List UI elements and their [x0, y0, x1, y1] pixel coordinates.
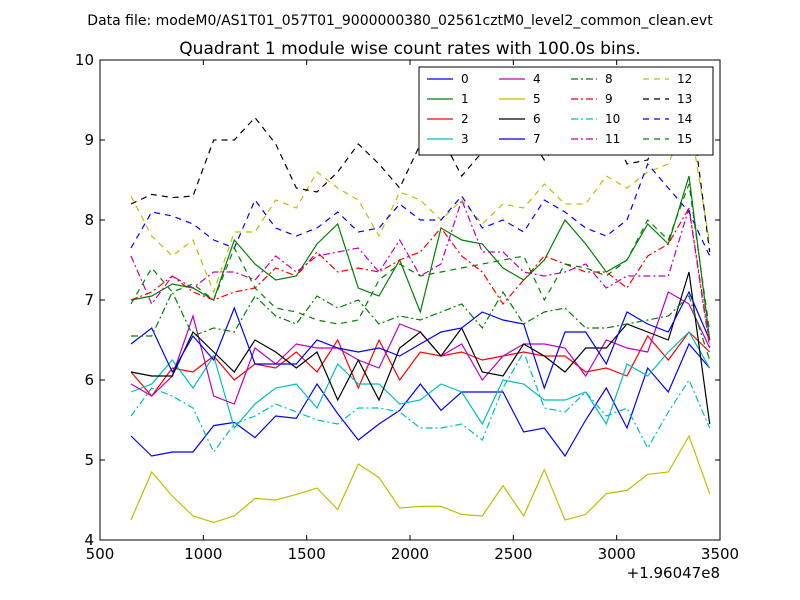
- x-tick-label: 2500: [494, 545, 532, 563]
- legend-label-7: 7: [533, 132, 541, 146]
- x-tick-label: 500: [86, 545, 115, 563]
- series-10-line: [130, 350, 711, 454]
- legend-label-15: 15: [677, 132, 692, 146]
- y-tick-label: 9: [84, 131, 94, 149]
- series-9-line: [130, 206, 711, 345]
- series-5-line: [130, 434, 711, 524]
- legend-label-9: 9: [605, 92, 613, 106]
- y-tick-label: 10: [75, 51, 94, 69]
- series-1-line: [130, 175, 711, 341]
- legend-label-10: 10: [605, 112, 620, 126]
- y-tick-label: 6: [84, 371, 94, 389]
- x-tick-label: 3000: [598, 545, 636, 563]
- suptitle: Data file: modeM0/AS1T01_057T01_90000003…: [87, 13, 713, 29]
- x-tick-label: 1000: [184, 545, 222, 563]
- y-tick-label: 4: [84, 531, 94, 549]
- legend-label-11: 11: [605, 132, 620, 146]
- y-tick-label: 7: [84, 291, 94, 309]
- series-8-line: [131, 290, 711, 361]
- legend-label-13: 13: [677, 92, 692, 106]
- series-2-line: [130, 331, 711, 397]
- x-tick-label: 1500: [288, 545, 326, 563]
- legend-label-5: 5: [533, 92, 541, 106]
- series-3-line: [130, 331, 711, 430]
- series-12-line: [130, 113, 711, 294]
- legend-label-3: 3: [461, 132, 469, 146]
- series-0-line: [130, 342, 711, 458]
- x-tick-label: 2000: [391, 545, 429, 563]
- legend-label-6: 6: [533, 112, 541, 126]
- legend-label-1: 1: [461, 92, 469, 106]
- x-offset-label: +1.96047e8: [627, 564, 720, 582]
- series-15-line: [130, 183, 711, 333]
- legend-label-8: 8: [605, 72, 613, 86]
- legend-box: [418, 66, 714, 156]
- legend-label-2: 2: [461, 112, 469, 126]
- legend-label-0: 0: [461, 72, 469, 86]
- series-14-line: [130, 162, 711, 257]
- legend-label-12: 12: [677, 72, 692, 86]
- x-tick-label: 3500: [701, 545, 739, 563]
- y-tick-label: 5: [84, 451, 94, 469]
- series-11-line: [130, 198, 711, 349]
- series-6-line: [130, 271, 711, 425]
- legend-label-4: 4: [533, 72, 541, 86]
- series-7-line: [130, 290, 711, 390]
- y-tick-label: 8: [84, 211, 94, 229]
- legend-label-14: 14: [677, 112, 692, 126]
- chart-title: Quadrant 1 module wise count rates with …: [179, 39, 640, 59]
